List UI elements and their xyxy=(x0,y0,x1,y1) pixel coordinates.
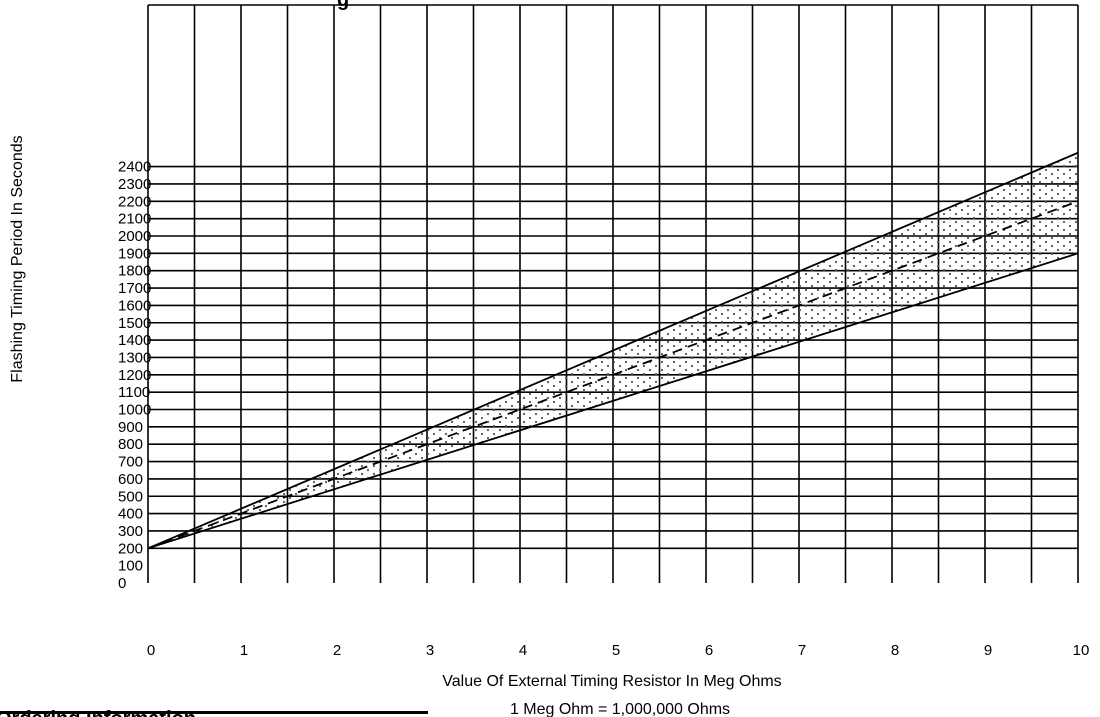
x-tick-label: 10 xyxy=(1073,642,1090,659)
y-tick-label: 600 xyxy=(118,471,143,488)
y-tick-label: 1700 xyxy=(118,280,151,297)
upper-limit-line xyxy=(148,151,1078,550)
y-tick-label: 1900 xyxy=(118,245,151,262)
series-lines xyxy=(148,151,1078,550)
x-tick-label: 6 xyxy=(705,642,713,659)
y-tick-label: 2100 xyxy=(118,211,151,228)
y-tick-labels: 0100200300400500600700800900100011001200… xyxy=(118,159,151,592)
y-tick-label: 300 xyxy=(118,523,143,540)
x-tick-label: 4 xyxy=(519,642,527,659)
lower-limit-line xyxy=(148,252,1078,550)
y-tick-label: 800 xyxy=(118,436,143,453)
x-tick-label: 7 xyxy=(798,642,806,659)
y-tick-label: 2200 xyxy=(118,193,151,210)
y-tick-label: 1400 xyxy=(118,332,151,349)
y-tick-label: 1800 xyxy=(118,263,151,280)
y-axis-label: Flashing Timing Period In Seconds xyxy=(9,135,26,382)
x-axis-label: Value Of External Timing Resistor In Meg… xyxy=(442,673,781,690)
y-tick-label: 1000 xyxy=(118,402,151,419)
y-tick-label: 500 xyxy=(118,488,143,505)
y-tick-label: 1500 xyxy=(118,315,151,332)
typical-line xyxy=(148,200,1078,550)
y-tick-label: 1600 xyxy=(118,297,151,314)
y-tick-label: 2300 xyxy=(118,176,151,193)
x-axis-note: 1 Meg Ohm = 1,000,000 Ohms xyxy=(510,701,730,717)
y-tick-label: 2400 xyxy=(118,159,151,176)
y-tick-label: 1300 xyxy=(118,349,151,366)
x-tick-label: 2 xyxy=(333,642,341,659)
ordering-info-rule xyxy=(0,711,428,714)
x-tick-labels: 0 1 2 3 4 5 6 7 8 9 10 xyxy=(147,642,1090,659)
y-tick-label: 900 xyxy=(118,419,143,436)
x-tick-label: 8 xyxy=(891,642,899,659)
x-tick-label: 5 xyxy=(612,642,620,659)
y-tick-label: 2000 xyxy=(118,228,151,245)
x-tick-label: 1 xyxy=(240,642,248,659)
y-tick-label: 700 xyxy=(118,454,143,471)
y-tick-label: 0 xyxy=(118,575,126,592)
y-tick-label: 100 xyxy=(118,558,143,575)
cut-title-fragment: g xyxy=(337,0,349,11)
x-tick-label: 0 xyxy=(147,642,155,659)
x-tick-label: 3 xyxy=(426,642,434,659)
y-tick-label: 200 xyxy=(118,540,143,557)
x-tick-label: 9 xyxy=(984,642,992,659)
y-tick-label: 1100 xyxy=(118,384,150,401)
y-tick-label: 1200 xyxy=(118,367,151,384)
y-tick-label: 400 xyxy=(118,506,143,523)
